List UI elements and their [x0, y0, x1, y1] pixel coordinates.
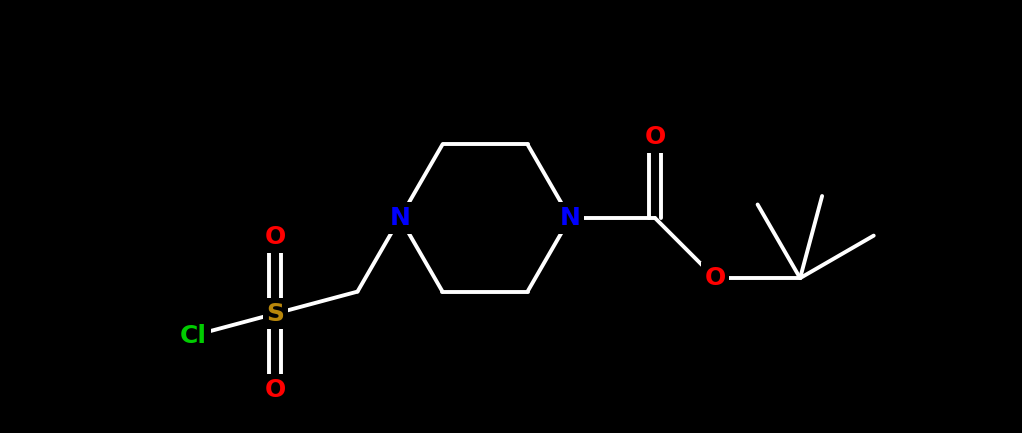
Text: Cl: Cl — [180, 323, 206, 348]
Text: N: N — [560, 206, 580, 230]
Text: S: S — [267, 302, 284, 326]
Text: N: N — [389, 206, 411, 230]
Text: O: O — [645, 125, 665, 149]
Text: O: O — [265, 225, 286, 249]
Text: O: O — [265, 378, 286, 402]
Text: O: O — [704, 266, 726, 290]
